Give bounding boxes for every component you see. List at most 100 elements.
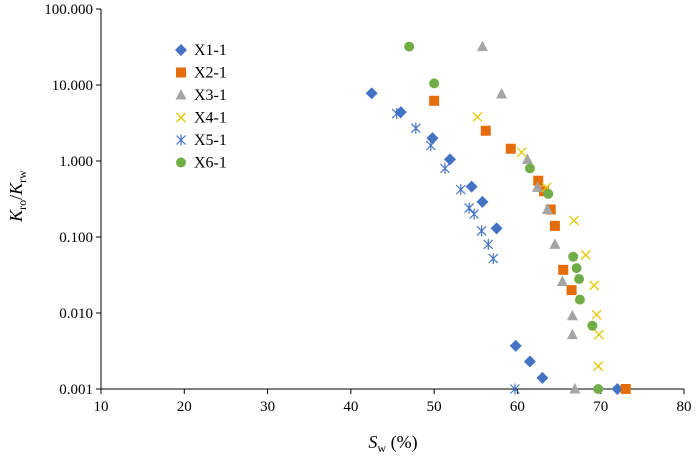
y-axis-title-a-sub: ro <box>15 200 29 210</box>
data-point <box>476 225 487 237</box>
data-point <box>566 328 578 340</box>
data-point <box>510 383 520 395</box>
legend-label: X3-1 <box>194 87 227 104</box>
data-point <box>593 361 604 372</box>
series-X4-1 <box>472 111 605 372</box>
data-point <box>568 251 579 262</box>
data-point <box>594 329 605 340</box>
legend-marker-X6-1 <box>176 157 186 168</box>
data-point <box>545 204 556 215</box>
data-point <box>404 41 415 52</box>
y-tick-label: 1.000 <box>59 154 93 170</box>
data-point <box>509 339 522 352</box>
series-X2-1 <box>429 95 631 394</box>
data-point <box>574 294 585 305</box>
legend-marker-X4-1 <box>176 112 186 123</box>
legend: X1-1 X2-1 X3-1 X4-1 X5-1 X6-1 <box>175 42 227 172</box>
data-point <box>429 95 440 106</box>
x-tick-label: 80 <box>677 399 692 415</box>
legend-label: X2-1 <box>194 65 227 82</box>
data-point <box>488 253 499 265</box>
x-tick-label: 10 <box>94 399 109 415</box>
data-point <box>440 162 450 174</box>
data-point <box>365 87 378 100</box>
x-tick-label: 20 <box>177 399 192 415</box>
data-point <box>574 274 585 285</box>
legend-marker-X3-1 <box>175 89 187 100</box>
data-point <box>516 147 527 158</box>
data-point <box>591 309 602 320</box>
data-point <box>556 275 568 286</box>
axes: 10 20 30 40 50 60 70 80 0.001 0.010 0.100 1.000 10.0… <box>44 2 691 415</box>
data-point <box>620 384 631 394</box>
data-point <box>533 175 544 186</box>
y-axis-title-a: K <box>6 209 26 223</box>
data-point <box>476 195 489 208</box>
y-axis-title-sep: / <box>6 195 26 200</box>
data-point <box>541 203 553 215</box>
data-point <box>587 320 598 331</box>
data-point <box>465 180 478 193</box>
x-axis-title-suffix: (%) <box>386 432 417 453</box>
x-tick-label: 40 <box>343 399 358 415</box>
x-axis-title-sub: w <box>377 441 386 455</box>
data-point <box>490 222 503 235</box>
x-axis-title: Sw (%) <box>368 432 417 455</box>
data-point <box>543 188 554 199</box>
data-point <box>480 125 491 136</box>
series-X6-1 <box>404 41 604 394</box>
legend-marker-X2-1 <box>176 67 186 78</box>
y-axis-title-b-sub: rw <box>15 170 29 183</box>
data-point <box>426 132 439 145</box>
y-axis-title-b: K <box>6 182 26 196</box>
data-point <box>558 264 569 275</box>
y-tick-label: 0.100 <box>59 230 93 246</box>
data-point <box>611 383 624 395</box>
x-axis-title-main: S <box>368 432 377 452</box>
data-point <box>496 88 508 99</box>
data-point <box>464 202 475 214</box>
data-point <box>472 111 483 122</box>
series-X1-1 <box>365 87 624 395</box>
legend-label: X6-1 <box>194 155 227 172</box>
x-tick-label: 60 <box>510 399 525 415</box>
data-point <box>476 40 488 52</box>
data-point <box>391 108 402 120</box>
y-tick-label: 0.001 <box>59 382 93 398</box>
y-tick-label: 100.000 <box>44 2 93 18</box>
data-point <box>524 163 535 174</box>
data-point <box>523 355 536 368</box>
data-point <box>580 250 591 260</box>
y-tick-label: 10.000 <box>52 78 93 94</box>
data-point <box>469 208 480 220</box>
data-point <box>429 78 440 89</box>
y-axis-title: Kro/Krw <box>6 170 29 223</box>
series-X3-1 <box>476 40 581 394</box>
data-point <box>505 143 516 154</box>
data-point <box>566 309 578 321</box>
series-X5-1 <box>391 108 520 395</box>
data-point <box>593 384 604 394</box>
legend-label: X5-1 <box>194 132 227 149</box>
data-point <box>425 139 436 151</box>
data-point <box>549 220 560 231</box>
data-point <box>536 371 549 384</box>
y-tick-label: 0.010 <box>59 306 93 322</box>
data-point <box>483 238 494 250</box>
legend-marker-X5-1 <box>176 134 186 146</box>
legend-label: X4-1 <box>194 110 227 127</box>
data-point <box>443 153 456 166</box>
data-point <box>549 238 561 249</box>
data-point <box>569 383 581 394</box>
data-point <box>589 280 600 291</box>
data-point <box>410 122 421 134</box>
x-tick-label: 30 <box>260 399 275 415</box>
data-point <box>455 184 466 196</box>
data-point <box>521 153 533 164</box>
data-points <box>365 40 631 395</box>
data-point <box>531 181 543 192</box>
legend-label: X1-1 <box>194 42 227 59</box>
data-point <box>571 263 582 274</box>
x-tick-label: 50 <box>427 399 442 415</box>
